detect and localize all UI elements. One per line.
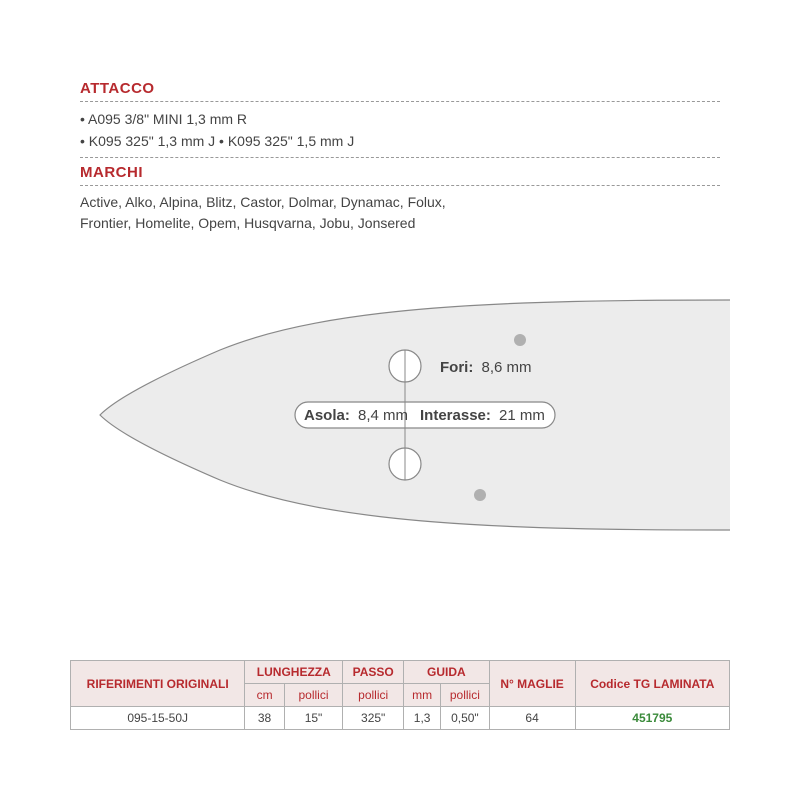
small-hole-2 <box>474 489 486 501</box>
divider <box>80 101 720 102</box>
divider <box>80 185 720 186</box>
interasse-label: Interasse: 21 mm <box>420 407 545 424</box>
interasse-value: 21 mm <box>499 407 545 424</box>
attacco-line-2: • K095 325" 1,3 mm J • K095 325" 1,5 mm … <box>80 130 720 152</box>
divider <box>80 157 720 158</box>
interasse-prefix: Interasse: <box>420 407 491 424</box>
attacco-heading: ATTACCO <box>80 80 720 97</box>
col-passo: PASSO <box>343 661 404 684</box>
sub-mm: mm <box>404 684 441 707</box>
cell-lung-pollici: 15" <box>284 707 342 730</box>
fori-label: Fori: 8,6 mm <box>440 359 532 376</box>
cell-passo: 325" <box>343 707 404 730</box>
spec-table: RIFERIMENTI ORIGINALI LUNGHEZZA PASSO GU… <box>70 660 730 730</box>
col-maglie: N° MAGLIE <box>489 661 575 707</box>
cell-guida-mm: 1,3 <box>404 707 441 730</box>
col-riferimenti: RIFERIMENTI ORIGINALI <box>71 661 245 707</box>
asola-value: 8,4 mm <box>358 407 408 424</box>
sub-pollici-passo: pollici <box>343 684 404 707</box>
sub-pollici-guida: pollici <box>441 684 489 707</box>
sub-cm: cm <box>245 684 284 707</box>
cell-guida-pollici: 0,50" <box>441 707 489 730</box>
bar-svg: Fori: 8,6 mm Asola: 8,4 mm Interasse: 21… <box>90 280 730 550</box>
cell-codice: 451795 <box>575 707 729 730</box>
col-guida: GUIDA <box>404 661 489 684</box>
cell-cm: 38 <box>245 707 284 730</box>
attacco-line-1: • A095 3/8" MINI 1,3 mm R <box>80 108 720 130</box>
cell-rif: 095-15-50J <box>71 707 245 730</box>
col-codice: Codice TG LAMINATA <box>575 661 729 707</box>
marchi-text: Active, Alko, Alpina, Blitz, Castor, Dol… <box>80 192 500 234</box>
sub-pollici-lung: pollici <box>284 684 342 707</box>
cell-maglie: 64 <box>489 707 575 730</box>
marchi-heading: MARCHI <box>80 164 720 181</box>
fori-value: 8,6 mm <box>482 359 532 376</box>
asola-prefix: Asola: <box>304 407 350 424</box>
small-hole-1 <box>514 334 526 346</box>
table-header-row-1: RIFERIMENTI ORIGINALI LUNGHEZZA PASSO GU… <box>71 661 730 684</box>
bar-diagram: Fori: 8,6 mm Asola: 8,4 mm Interasse: 21… <box>90 280 730 550</box>
table-row: 095-15-50J 38 15" 325" 1,3 0,50" 64 4517… <box>71 707 730 730</box>
col-lunghezza: LUNGHEZZA <box>245 661 343 684</box>
fori-prefix: Fori: <box>440 359 473 376</box>
